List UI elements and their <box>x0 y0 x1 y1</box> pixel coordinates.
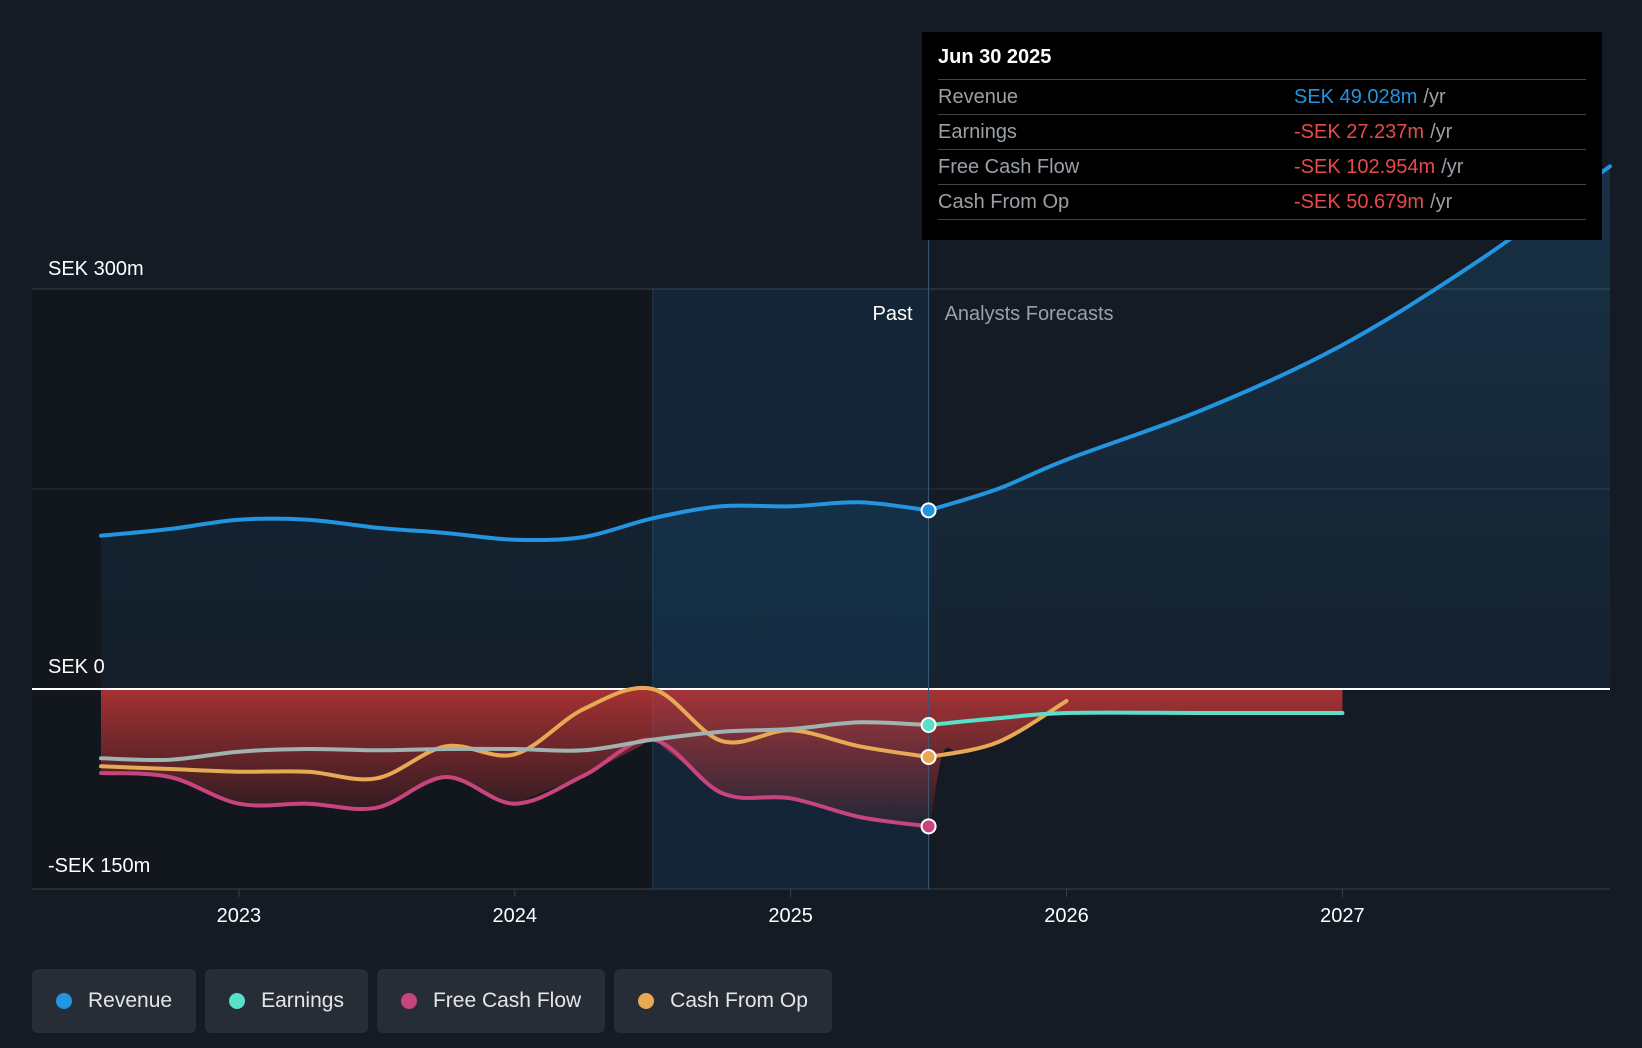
revenue-area <box>100 166 1611 690</box>
tooltip-unit: /yr <box>1430 190 1453 213</box>
legend-label: Free Cash Flow <box>432 989 582 1012</box>
legend-dot-icon <box>56 993 72 1009</box>
y-axis-label-top: SEK 300m <box>48 258 144 280</box>
legend-label: Revenue <box>88 989 173 1012</box>
revenue-marker <box>920 502 937 519</box>
legend-item-free-cash-flow[interactable]: Free Cash Flow <box>376 969 606 1033</box>
free-cash-flow-marker <box>920 818 937 835</box>
tooltip-unit: /yr <box>1423 85 1446 108</box>
legend-item-cash-from-op[interactable]: Cash From Op <box>614 969 832 1033</box>
tooltip-row-free-cash-flow: Free Cash Flow -SEK 102.954m /yr <box>938 150 1586 185</box>
x-tick-label: 2023 <box>217 905 262 927</box>
legend-item-earnings[interactable]: Earnings <box>205 969 368 1033</box>
revenue-line-past <box>99 500 931 543</box>
legend-label: Earnings <box>261 989 344 1012</box>
legend: Revenue Earnings Free Cash Flow Cash Fro… <box>32 969 832 1033</box>
tooltip-date: Jun 30 2025 <box>938 46 1586 80</box>
tooltip-label: Free Cash Flow <box>938 155 1080 178</box>
x-tick-label: 2026 <box>1044 905 1089 927</box>
legend-item-revenue[interactable]: Revenue <box>32 969 197 1033</box>
tooltip-row-revenue: Revenue SEK 49.028m /yr <box>938 80 1586 115</box>
tooltip-unit: /yr <box>1441 155 1464 178</box>
earnings-line-forecast <box>926 710 1345 727</box>
tooltip-unit: /yr <box>1430 120 1453 143</box>
x-tick-label: 2027 <box>1320 905 1365 927</box>
earnings-line-past <box>99 720 931 763</box>
past-label: Past <box>873 303 913 325</box>
legend-dot-icon <box>229 993 246 1009</box>
tooltip-value: -SEK 102.954m <box>1294 155 1436 178</box>
cash-from-op-line-forecast <box>926 699 1069 759</box>
tooltip-row-cash-from-op: Cash From Op -SEK 50.679m /yr <box>938 185 1586 220</box>
tooltip-label: Earnings <box>938 120 1017 143</box>
cash-from-op-marker <box>920 749 937 765</box>
forecast-label: Analysts Forecasts <box>945 303 1114 325</box>
tooltip: Jun 30 2025 Revenue SEK 49.028m /yr Earn… <box>922 32 1602 240</box>
tooltip-value: -SEK 50.679m <box>1294 190 1425 213</box>
x-tick-label: 2025 <box>768 905 813 927</box>
legend-label: Cash From Op <box>670 989 808 1012</box>
tooltip-value: SEK 49.028m <box>1294 85 1418 108</box>
revenue-line-forecast <box>926 164 1612 513</box>
x-tick-label: 2024 <box>493 905 538 927</box>
tooltip-value: -SEK 27.237m <box>1294 120 1425 143</box>
tooltip-label: Cash From Op <box>938 190 1070 213</box>
free-cash-flow-line-past <box>99 737 931 829</box>
legend-dot-icon <box>400 993 417 1009</box>
legend-dot-icon <box>638 993 655 1009</box>
earnings-marker <box>920 717 937 733</box>
y-axis-label-bottom: -SEK 150m <box>48 855 150 877</box>
tooltip-label: Revenue <box>938 85 1019 108</box>
negative-area <box>100 689 1343 832</box>
y-axis-label-zero: SEK 0 <box>48 656 105 678</box>
tooltip-row-earnings: Earnings -SEK 27.237m /yr <box>938 115 1586 150</box>
